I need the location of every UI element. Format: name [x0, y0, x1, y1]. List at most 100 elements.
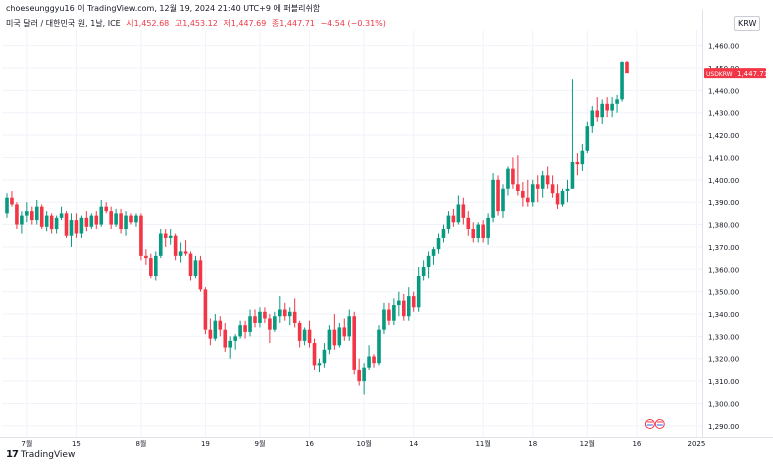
candle-body [64, 213, 69, 236]
candle [471, 222, 476, 243]
candle-body [615, 99, 619, 104]
candle-body [297, 322, 302, 341]
x-tick-label: 9월 [255, 439, 266, 448]
candle-body [382, 309, 386, 330]
candle [530, 179, 535, 207]
candle [15, 202, 19, 230]
candle [208, 318, 213, 346]
candle-body [466, 217, 471, 230]
x-tick-label: 11월 [475, 439, 490, 448]
candle-body [406, 296, 411, 317]
y-tick-label: 1,370.00 [708, 244, 739, 252]
candle-body [307, 329, 312, 344]
candle-body [496, 179, 500, 212]
candle-body [486, 217, 490, 238]
candle [481, 220, 485, 243]
candle-body [347, 316, 352, 337]
candle-body [570, 161, 575, 189]
time-axis[interactable]: 7월 15 8월 19 9월 16 10월 14 11월 18 12월 16 2025 [0, 437, 773, 449]
candle-body [79, 217, 84, 234]
y-tick-label: 1,460.00 [708, 43, 739, 51]
candle-body [431, 249, 436, 256]
candle-body [476, 224, 480, 238]
candle [134, 213, 138, 227]
candle-body [312, 343, 317, 366]
candle-body [238, 325, 242, 337]
candle-body [327, 329, 332, 350]
candle-body [416, 275, 421, 308]
y-tick-label: 1,300.00 [708, 400, 739, 408]
candle [198, 255, 203, 292]
change-value: −4.54 (−0.31%) [320, 19, 386, 28]
candle [188, 251, 193, 281]
candle [595, 97, 600, 122]
candle-body [491, 179, 495, 218]
candle [406, 287, 411, 321]
event-icon-ring [654, 419, 665, 429]
candle [139, 213, 143, 261]
candle-body [317, 363, 322, 366]
candle [501, 184, 505, 218]
candle [521, 182, 525, 207]
footer-branding[interactable]: 17 TradingView [6, 449, 75, 460]
candle [34, 199, 39, 225]
candle-body [387, 309, 391, 321]
candle [436, 233, 441, 254]
candle [248, 309, 252, 337]
y-tick-label: 1,380.00 [708, 222, 739, 230]
candle-body [213, 320, 218, 339]
candle-body [158, 233, 163, 256]
candle [426, 251, 431, 279]
candle-body [535, 184, 540, 189]
candle-body [511, 168, 515, 185]
candle-body [392, 305, 396, 321]
candle [516, 155, 520, 196]
candle [178, 242, 183, 263]
candle-body [426, 255, 431, 268]
candle [119, 208, 123, 234]
candle [565, 179, 570, 203]
y-tick-label: 1,320.00 [708, 356, 739, 364]
x-tick-label: 19 [201, 440, 210, 448]
candle-body [560, 191, 565, 205]
candle [39, 204, 44, 230]
y-tick-label: 1,410.00 [708, 154, 739, 162]
x-tick-label: 16 [632, 440, 641, 448]
candle-body [441, 229, 446, 238]
candle-body [451, 215, 456, 223]
symbol-description: 미국 달러 / 대한민국 원, 1날, ICE [6, 19, 121, 28]
candle [258, 307, 262, 328]
candle-body [69, 220, 74, 236]
price-axis[interactable]: 1,290.00 1,300.00 1,310.00 1,320.00 1,330.00… [702, 10, 740, 437]
candle-body [154, 255, 158, 276]
candle [491, 173, 495, 223]
candle [357, 358, 361, 386]
currency-label[interactable]: KRW [734, 16, 761, 31]
candle [332, 314, 337, 350]
candle [337, 322, 342, 348]
candle [312, 338, 317, 370]
candle-body [119, 213, 123, 230]
candle-body [49, 215, 54, 230]
candle-body [332, 329, 337, 346]
candle-body [481, 224, 485, 238]
candle-body [25, 211, 29, 216]
grid [2, 30, 702, 437]
candle [149, 253, 153, 279]
candle [456, 195, 461, 225]
candle-body [506, 168, 510, 189]
candle [421, 260, 426, 281]
y-tick-label: 1,290.00 [708, 423, 739, 431]
candle-body [585, 126, 590, 151]
candle-body [402, 300, 406, 317]
event-markers[interactable] [644, 419, 665, 429]
candle [238, 320, 242, 339]
candle-body [372, 356, 376, 364]
candle [203, 287, 208, 335]
candle [625, 61, 629, 74]
candle [402, 293, 406, 321]
candle [317, 358, 322, 373]
candle-body [243, 325, 247, 332]
candle [44, 211, 49, 232]
